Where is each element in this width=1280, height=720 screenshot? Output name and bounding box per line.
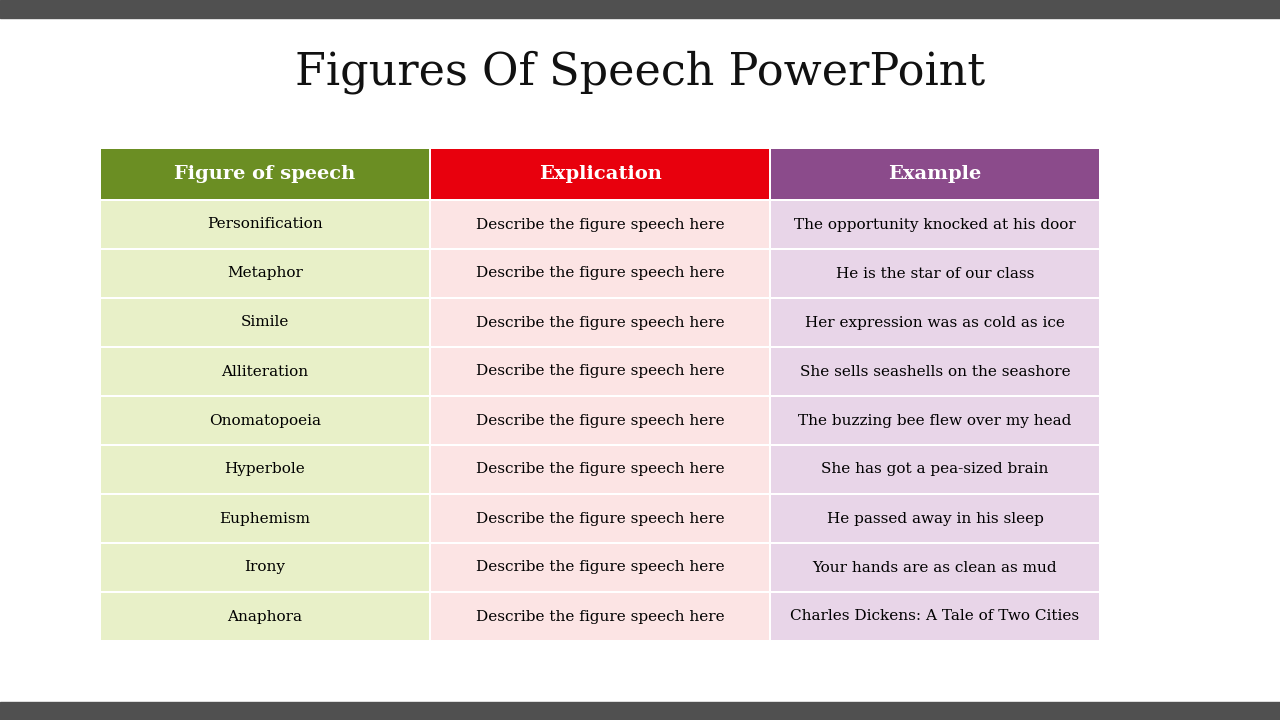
Text: Describe the figure speech here: Describe the figure speech here <box>476 511 724 526</box>
Text: She sells seashells on the seashore: She sells seashells on the seashore <box>800 364 1070 379</box>
Bar <box>101 495 429 542</box>
Bar <box>771 299 1100 346</box>
Text: He passed away in his sleep: He passed away in his sleep <box>827 511 1043 526</box>
Text: The opportunity knocked at his door: The opportunity knocked at his door <box>794 217 1076 232</box>
Bar <box>771 446 1100 493</box>
Bar <box>771 348 1100 395</box>
Bar <box>431 397 769 444</box>
Bar <box>771 250 1100 297</box>
Bar <box>431 201 769 248</box>
Bar <box>431 495 769 542</box>
Bar <box>101 299 429 346</box>
Bar <box>101 446 429 493</box>
Text: Personification: Personification <box>207 217 323 232</box>
Bar <box>431 149 769 199</box>
Text: She has got a pea-sized brain: She has got a pea-sized brain <box>822 462 1048 477</box>
Text: Her expression was as cold as ice: Her expression was as cold as ice <box>805 315 1065 330</box>
Text: Describe the figure speech here: Describe the figure speech here <box>476 315 724 330</box>
Text: Describe the figure speech here: Describe the figure speech here <box>476 266 724 281</box>
Bar <box>431 348 769 395</box>
Text: Hyperbole: Hyperbole <box>224 462 306 477</box>
Text: Describe the figure speech here: Describe the figure speech here <box>476 364 724 379</box>
Text: Euphemism: Euphemism <box>219 511 311 526</box>
Text: Metaphor: Metaphor <box>227 266 303 281</box>
Text: Describe the figure speech here: Describe the figure speech here <box>476 413 724 428</box>
Bar <box>101 348 429 395</box>
Text: Describe the figure speech here: Describe the figure speech here <box>476 462 724 477</box>
Text: Describe the figure speech here: Describe the figure speech here <box>476 560 724 575</box>
Text: Alliteration: Alliteration <box>221 364 308 379</box>
Bar <box>101 201 429 248</box>
Text: Explication: Explication <box>539 165 662 183</box>
Text: Your hands are as clean as mud: Your hands are as clean as mud <box>813 560 1057 575</box>
Bar <box>431 299 769 346</box>
Bar <box>431 446 769 493</box>
Bar <box>101 149 429 199</box>
Bar <box>101 544 429 591</box>
Bar <box>771 495 1100 542</box>
Bar <box>771 544 1100 591</box>
Text: He is the star of our class: He is the star of our class <box>836 266 1034 281</box>
Text: Simile: Simile <box>241 315 289 330</box>
Bar <box>771 149 1100 199</box>
Text: Figure of speech: Figure of speech <box>174 165 356 183</box>
Bar <box>101 250 429 297</box>
Text: Describe the figure speech here: Describe the figure speech here <box>476 610 724 624</box>
Text: The buzzing bee flew over my head: The buzzing bee flew over my head <box>799 413 1071 428</box>
Text: Charles Dickens: A Tale of Two Cities: Charles Dickens: A Tale of Two Cities <box>791 610 1079 624</box>
Bar <box>101 397 429 444</box>
Bar <box>0 702 1280 720</box>
Bar <box>771 593 1100 640</box>
Text: Anaphora: Anaphora <box>228 610 302 624</box>
Bar <box>771 201 1100 248</box>
Text: Irony: Irony <box>244 560 285 575</box>
Text: Onomatopoeia: Onomatopoeia <box>209 413 321 428</box>
Bar <box>101 593 429 640</box>
Bar <box>771 397 1100 444</box>
Text: Figures Of Speech PowerPoint: Figures Of Speech PowerPoint <box>294 50 986 94</box>
Text: Example: Example <box>888 165 982 183</box>
Bar <box>431 544 769 591</box>
Text: Describe the figure speech here: Describe the figure speech here <box>476 217 724 232</box>
Bar <box>431 593 769 640</box>
Bar <box>431 250 769 297</box>
Bar <box>0 0 1280 18</box>
